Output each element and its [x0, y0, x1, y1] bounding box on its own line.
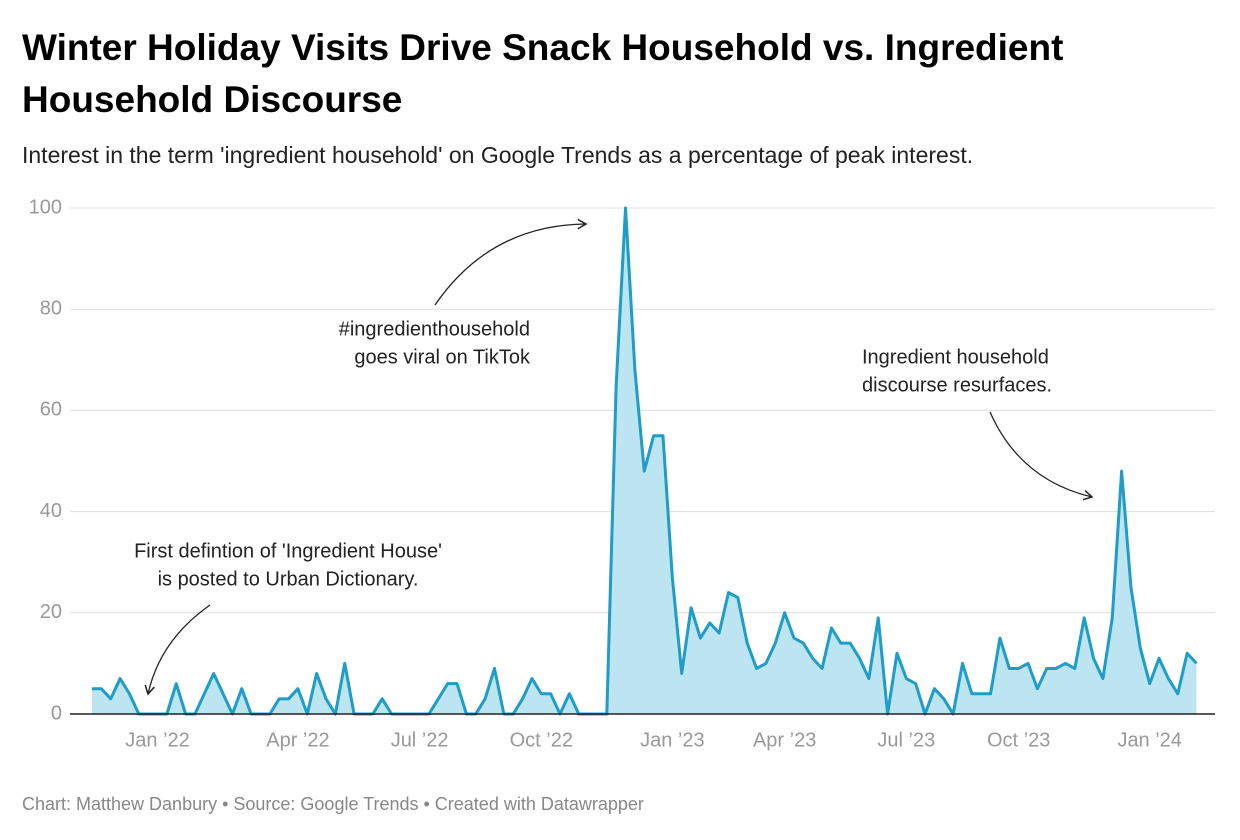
x-tick-label: Oct ’23	[987, 729, 1050, 751]
arrow	[144, 604, 211, 696]
x-tick-label: Jan ’24	[1117, 729, 1182, 751]
x-tick-label: Oct ’22	[510, 729, 573, 751]
y-tick-label: 80	[40, 297, 62, 319]
y-tick-label: 100	[29, 196, 62, 218]
plot: 0 20 40 60 80 100 Jan ’22 Apr ’22 Jul ’22 Oct ’22…	[29, 196, 1215, 751]
y-tick-label: 60	[40, 399, 62, 421]
annotation: Ingredient household	[862, 346, 1049, 368]
arrow	[989, 411, 1094, 501]
y-tick-label: 20	[40, 601, 62, 623]
annotation: First defintion of 'Ingredient House'	[134, 540, 442, 562]
y-tick-label: 0	[51, 702, 62, 724]
chart-title: Winter Holiday Visits Drive Snack Househ…	[22, 27, 1064, 120]
x-tick-label: Jan ’23	[640, 729, 705, 751]
line	[92, 206, 1198, 716]
annotation: goes viral on TikTok	[354, 346, 531, 368]
area	[92, 208, 1197, 714]
y-tick-label: 40	[40, 500, 62, 522]
x-tick-label: Apr ’23	[753, 729, 816, 751]
x-tick-label: Jan ’22	[125, 729, 190, 751]
x-tick-label: Apr ’22	[266, 729, 329, 751]
arrow	[434, 218, 588, 306]
annotation: is posted to Urban Dictionary.	[158, 568, 419, 590]
chart-subtitle: Interest in the term 'ingredient househo…	[22, 142, 974, 168]
annotation: discourse resurfaces.	[862, 374, 1052, 396]
x-tick-label: Jul ’23	[877, 729, 935, 751]
annotation: #ingredienthousehold	[339, 318, 530, 340]
x-tick-label: Jul ’22	[391, 729, 449, 751]
chart-source: Chart: Matthew Danbury • Source: Google …	[22, 794, 644, 814]
